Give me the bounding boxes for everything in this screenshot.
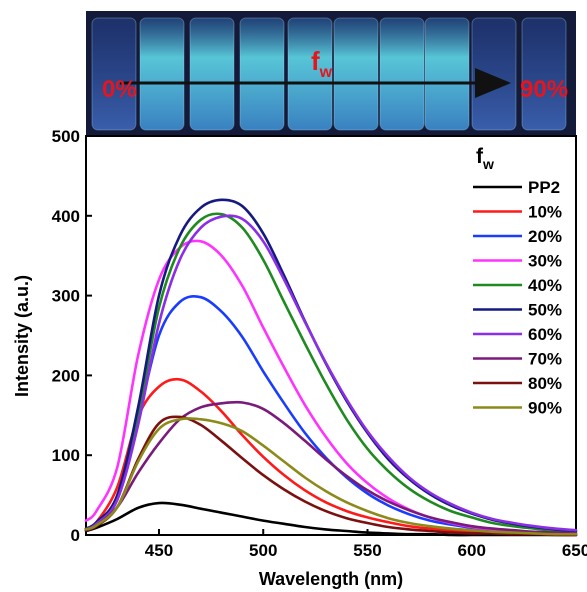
legend-label: 40% [528,276,562,295]
legend: fw PP2 10% 20% 30% 40% 50% 60% 70% 80% 90% [473,145,562,418]
vial [139,17,185,131]
vial [239,17,285,131]
legend-label: 50% [528,301,562,320]
plot-frame [85,135,577,536]
series-line-70pct [84,400,578,535]
series-line-20pct [84,295,578,536]
vial [521,17,567,131]
x-tick-label: 550 [353,541,381,560]
series-line-10pct [84,377,578,537]
vial [379,17,425,131]
y-tick-label: 100 [52,446,80,465]
legend-label: 60% [528,325,562,344]
emission-chart: 0 100 200 300 400 500 450 500 550 600 650 fw PP2 1… [12,127,587,589]
x-tick-label: 650 [562,541,587,560]
vials [91,17,567,131]
y-axis-label: Intensity (a.u.) [12,275,32,397]
legend-label: 20% [528,227,562,246]
vial [91,17,137,131]
legend-label: 90% [528,399,562,418]
legend-label: 10% [528,203,562,222]
series-line-80pct [84,415,578,537]
series-line-pp2 [84,501,578,537]
legend-label: 30% [528,252,562,271]
x-axis-label: Wavelength (nm) [259,569,403,589]
x-tick-label: 450 [145,541,173,560]
y-tick-label: 500 [52,127,80,146]
photo-fw-label: fw [311,46,333,81]
vial [189,17,235,131]
x-tick-label: 500 [249,541,277,560]
vial [287,17,333,131]
series-line-90pct [84,417,578,536]
photo-end-label: 90% [520,76,568,103]
vials-photo: 0% 90% fw [86,11,576,136]
legend-label: PP2 [528,178,560,197]
series-line-60pct [84,214,578,532]
legend-label: 70% [528,350,562,369]
y-tick-label: 0 [71,526,80,545]
y-tick-label: 200 [52,366,80,385]
legend-label: 80% [528,374,562,393]
x-tick-label: 600 [458,541,486,560]
legend-title: fw [476,145,494,172]
y-axis: 0 100 200 300 400 500 [52,127,92,545]
y-tick-label: 400 [52,207,80,226]
vial [424,17,470,131]
series-lines [84,198,578,537]
series-line-40pct [84,212,578,534]
y-tick-label: 300 [52,287,80,306]
vial [471,17,517,131]
photo-start-label: 0% [102,76,137,103]
vial [333,17,379,131]
series-line-50pct [84,198,578,533]
